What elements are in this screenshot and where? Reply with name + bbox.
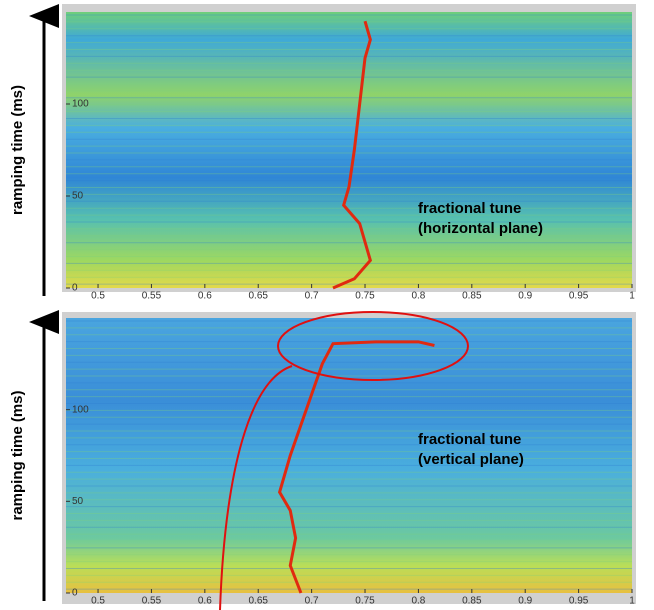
y-tick-label: 50	[72, 496, 84, 507]
x-tick-label: 0.65	[248, 596, 268, 607]
y-tick-label: 100	[72, 99, 89, 110]
x-tick-label: 0.95	[569, 291, 589, 302]
figure: ramping time (ms) 0 50 100 0.5 0.55 0.6 0.65 0.7…	[0, 0, 654, 610]
x-tick-label: 0.7	[305, 291, 319, 302]
x-tick-label: 0.85	[462, 291, 482, 302]
x-tick-label: 0.9	[518, 596, 532, 607]
x-tick-label: 0.6	[198, 596, 212, 607]
y-tick-label: 100	[72, 404, 89, 415]
annotation: fractional tune	[418, 200, 521, 217]
x-tick-label: 0.7	[305, 596, 319, 607]
spectrogram	[66, 318, 632, 593]
x-tick-label: 0.75	[355, 291, 375, 302]
y-tick-label: 50	[72, 191, 84, 202]
x-tick-label: 1	[629, 291, 635, 302]
x-tick-label: 0.65	[248, 291, 268, 302]
spectrogram	[66, 12, 632, 288]
y-tick-label: 0	[72, 588, 78, 599]
x-tick-label: 0.95	[569, 596, 589, 607]
x-tick-label: 0.8	[411, 291, 425, 302]
x-tick-label: 0.55	[142, 291, 162, 302]
x-tick-label: 0.5	[91, 291, 105, 302]
x-tick-label: 1	[629, 596, 635, 607]
x-tick-label: 0.8	[411, 596, 425, 607]
x-tick-label: 0.55	[142, 596, 162, 607]
x-tick-label: 0.75	[355, 596, 375, 607]
annotation: (vertical plane)	[418, 451, 524, 468]
annotation: (horizontal plane)	[418, 220, 543, 237]
y-axis-label: ramping time (ms)	[9, 390, 26, 520]
x-tick-label: 0.5	[91, 596, 105, 607]
y-axis-label: ramping time (ms)	[9, 85, 26, 215]
x-tick-label: 0.85	[462, 596, 482, 607]
x-tick-label: 0.9	[518, 291, 532, 302]
x-tick-label: 0.6	[198, 291, 212, 302]
annotation: fractional tune	[418, 431, 521, 448]
y-tick-label: 0	[72, 283, 78, 294]
